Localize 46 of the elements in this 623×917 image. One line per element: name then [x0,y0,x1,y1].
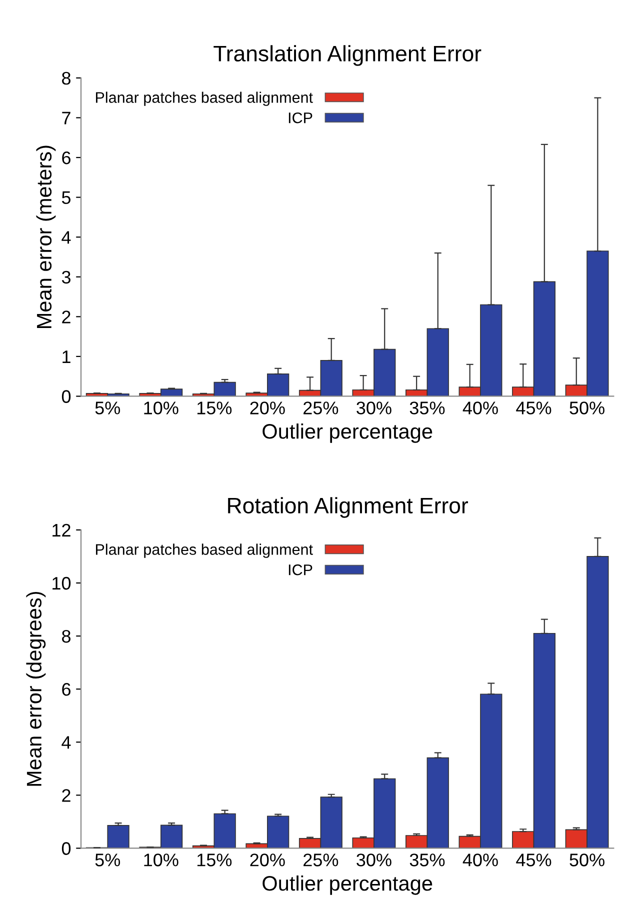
y-tick-label: 4 [62,736,71,749]
x-axis-title: Outlier percentage [262,875,432,895]
y-tick-label: 10 [52,576,71,590]
x-axis-title: Outlier percentage [262,423,432,443]
legend-label: ICP [288,564,312,576]
chart-title: Translation Alignment Error [214,45,482,66]
x-tick-label: 20% [250,854,285,866]
x-tick-label: 30% [356,854,392,866]
y-tick-label: 2 [62,789,70,802]
x-tick-label: 15% [197,402,232,414]
y-tick-label: 0 [62,390,71,403]
x-tick-label: 5% [95,854,120,866]
y-axis-title: Mean error (meters) [36,146,56,328]
x-tick-label: 40% [462,854,498,866]
x-tick-label: 25% [304,854,338,866]
y-tick-label: 5 [62,191,71,204]
x-tick-label: 50% [570,402,604,414]
x-tick-label: 45% [516,402,552,414]
y-tick-label: 8 [62,72,70,85]
y-tick-label: 3 [62,270,70,284]
y-tick-label: 6 [62,683,70,696]
chart-title: Rotation Alignment Error [228,497,468,518]
y-tick-label: 7 [62,112,70,124]
y-tick-label: 8 [62,630,70,643]
x-tick-label: 45% [516,854,552,866]
legend-label: Planar patches based alignment [96,544,313,558]
y-tick-label: 12 [52,524,70,536]
x-tick-label: 10% [144,402,178,414]
x-tick-label: 5% [95,402,120,414]
x-tick-label: 35% [410,854,445,866]
y-tick-label: 0 [62,842,71,855]
x-tick-label: 50% [570,854,604,866]
x-tick-label: 20% [250,402,285,414]
x-tick-label: 35% [410,402,445,414]
y-axis-title: Mean error (degrees) [26,592,46,786]
x-tick-label: 25% [304,402,338,414]
y-tick-label: 1 [62,350,70,363]
legend-label: ICP [288,112,312,124]
x-tick-label: 30% [356,402,392,414]
legend-label: Planar patches based alignment [96,92,313,106]
y-tick-label: 6 [62,151,70,164]
x-tick-label: 15% [197,854,232,866]
x-tick-label: 40% [462,402,498,414]
y-tick-label: 4 [62,231,71,244]
y-tick-label: 2 [62,310,70,324]
x-tick-label: 10% [144,854,178,866]
